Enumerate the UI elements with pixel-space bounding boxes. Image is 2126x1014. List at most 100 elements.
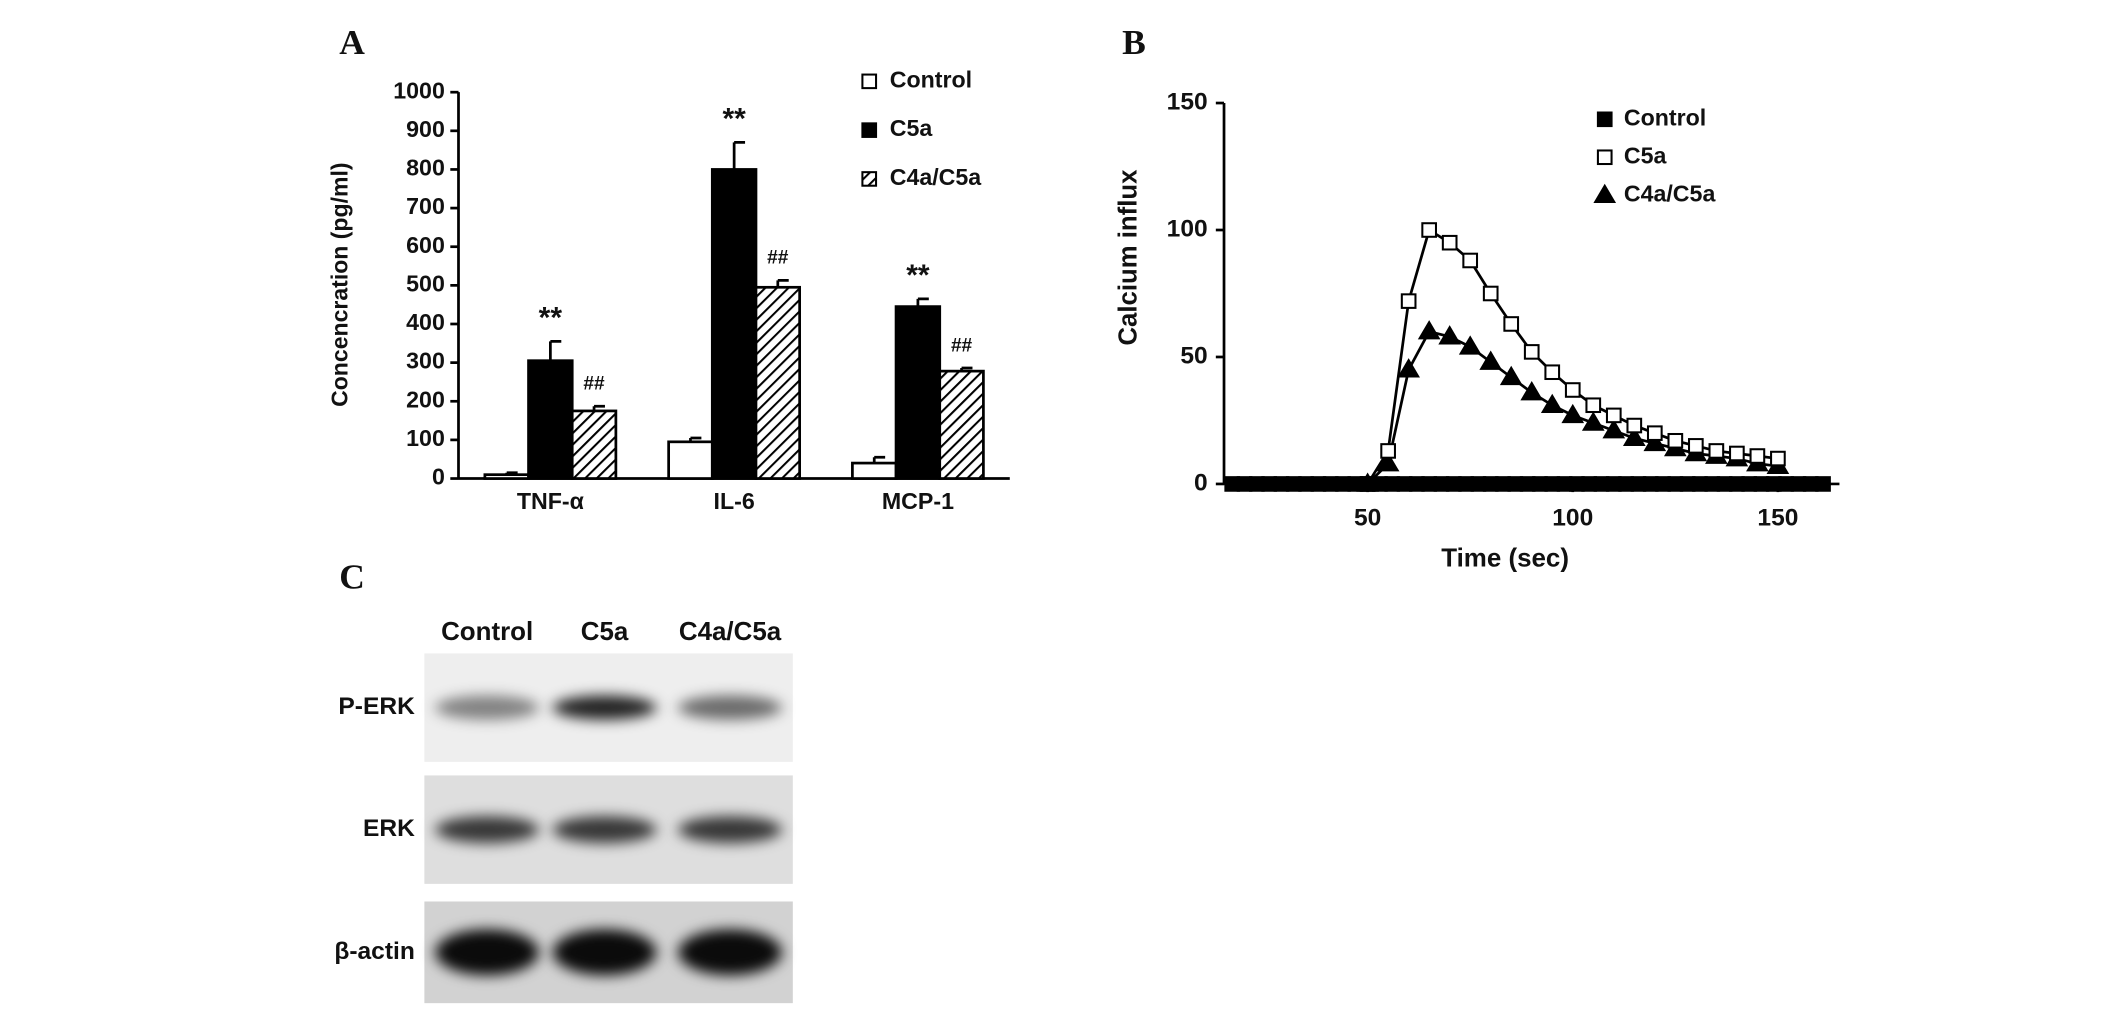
lane-label: Control — [441, 618, 533, 646]
error-bar — [732, 141, 746, 170]
point — [1581, 411, 1605, 431]
band — [552, 929, 657, 976]
bar — [570, 409, 618, 480]
x-tick-label: TNF-α — [517, 488, 584, 514]
point — [1749, 448, 1766, 464]
point — [1561, 403, 1585, 424]
band — [552, 816, 657, 844]
point — [1770, 450, 1786, 467]
x-tick-label: 150 — [1757, 505, 1798, 532]
y-axis-label: Calcium influx — [1115, 169, 1143, 346]
bar — [894, 305, 942, 480]
point — [1400, 293, 1417, 309]
error-bar — [689, 436, 702, 442]
point — [1438, 325, 1462, 345]
y-tick-label: 500 — [406, 271, 445, 297]
row-label: P-ERK — [338, 693, 415, 720]
y-tick-label: 150 — [1167, 89, 1208, 116]
x-axis-label: Time (sec) — [1441, 545, 1569, 573]
x-tick-label: MCP-1 — [882, 488, 954, 514]
x-tick-label: 50 — [1354, 505, 1381, 532]
point — [1602, 419, 1626, 439]
legend-label: Control — [890, 66, 972, 92]
annotation: ** — [722, 103, 746, 136]
error-bar — [549, 340, 562, 361]
point — [1462, 252, 1479, 269]
legend-marker — [1593, 183, 1617, 204]
point — [1626, 417, 1643, 434]
point — [1646, 425, 1663, 441]
legend-marker — [861, 73, 878, 90]
point — [1643, 431, 1667, 452]
legend-marker — [1596, 149, 1613, 166]
point — [1544, 364, 1561, 381]
band — [435, 695, 540, 720]
row-label: β-actin — [334, 938, 414, 965]
legend-label: C4a/C5a — [1624, 180, 1716, 206]
y-tick-label: 600 — [406, 232, 445, 258]
point — [1397, 358, 1420, 378]
band — [678, 816, 782, 844]
point — [1499, 365, 1523, 386]
y-axis-label: Concencration (pg/ml) — [326, 162, 352, 406]
error-bar — [872, 455, 886, 464]
bar — [754, 285, 802, 480]
point — [1520, 381, 1544, 401]
band — [678, 695, 782, 720]
point — [1376, 452, 1400, 472]
y-tick-label: 1000 — [393, 77, 445, 103]
error-bar — [592, 404, 605, 411]
bar — [710, 168, 758, 480]
legend-marker — [861, 171, 878, 187]
bar — [483, 473, 530, 480]
panel-label: A — [339, 22, 365, 62]
legend-marker — [861, 122, 878, 138]
point — [1479, 350, 1503, 370]
point — [1503, 316, 1520, 332]
point — [1605, 407, 1622, 424]
y-tick-label: 300 — [406, 348, 445, 374]
band — [435, 929, 540, 976]
y-tick-label: 50 — [1180, 342, 1207, 369]
point — [1729, 445, 1745, 462]
legend-label: C5a — [890, 115, 933, 141]
band — [678, 929, 782, 976]
y-tick-label: 0 — [1194, 469, 1208, 496]
y-tick-label: 400 — [406, 309, 445, 335]
lane-label: C5a — [581, 618, 629, 646]
legend-label: Control — [1624, 104, 1706, 130]
annotation: ** — [906, 259, 930, 292]
y-tick-label: 900 — [406, 116, 445, 142]
y-tick-label: 100 — [406, 425, 445, 451]
point — [1815, 476, 1831, 492]
legend-marker — [1596, 111, 1613, 128]
point — [1523, 344, 1540, 360]
error-bar — [776, 278, 789, 288]
y-tick-label: 800 — [406, 155, 445, 181]
point — [1441, 234, 1458, 251]
annotation: ** — [539, 302, 563, 335]
panel-label: B — [1122, 22, 1146, 62]
error-bar — [960, 366, 973, 372]
annotation: ## — [951, 335, 973, 356]
point — [1421, 222, 1438, 238]
point — [1540, 393, 1564, 414]
point — [1458, 335, 1482, 355]
error-bar — [916, 297, 929, 307]
band — [552, 695, 657, 720]
panel-label: C — [339, 556, 365, 596]
point — [1585, 397, 1602, 414]
bar — [938, 369, 985, 480]
point — [1380, 443, 1396, 459]
bar — [527, 359, 574, 480]
annotation: ## — [583, 374, 605, 395]
legend-label: C4a/C5a — [890, 164, 982, 190]
legend-label: C5a — [1624, 142, 1667, 168]
point — [1687, 438, 1704, 454]
point — [1417, 320, 1441, 340]
point — [1667, 432, 1684, 449]
error-bar — [505, 471, 518, 475]
y-tick-label: 0 — [432, 464, 445, 490]
